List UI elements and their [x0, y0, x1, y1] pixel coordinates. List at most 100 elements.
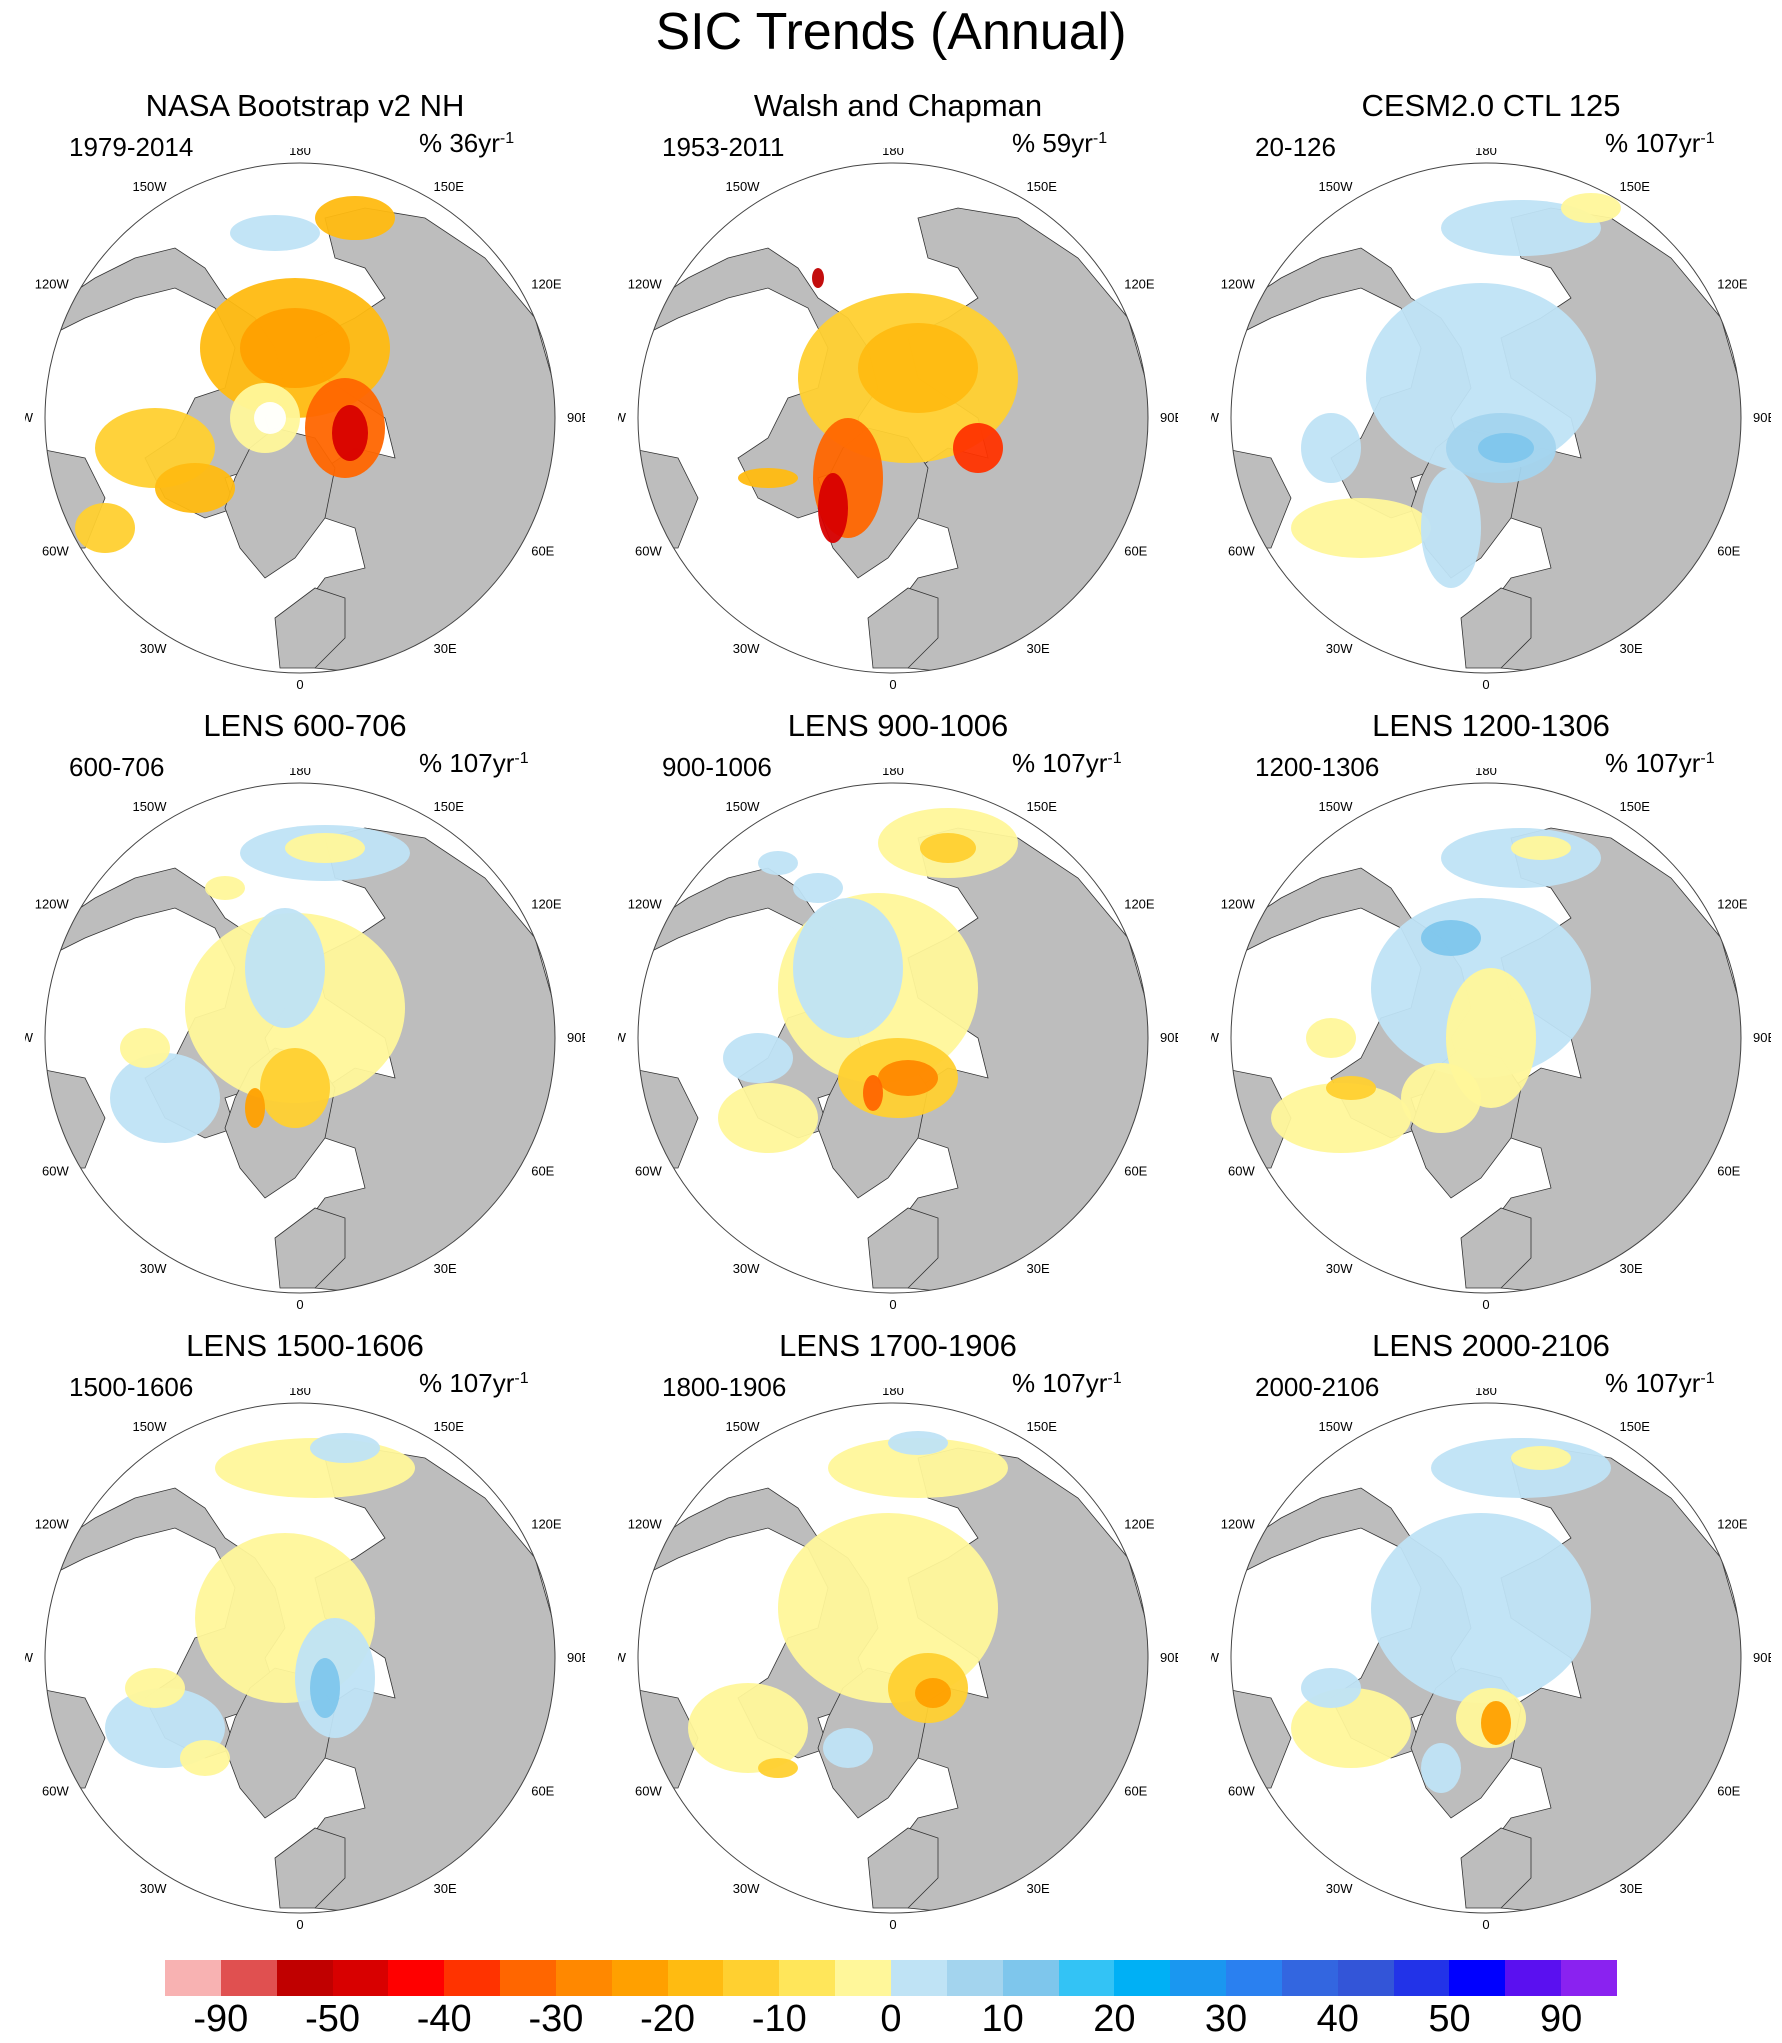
longitude-label: 30W [140, 1261, 167, 1276]
longitude-label: 90E [1160, 1030, 1178, 1045]
panel-period: 600-706 [69, 752, 165, 782]
longitude-label: 30E [1027, 1261, 1050, 1276]
longitude-label: 180 [289, 148, 311, 158]
panel-title: LENS 1500-1606 [186, 1328, 424, 1363]
longitude-label: 60E [531, 1784, 554, 1799]
panel-period: 20-126 [1255, 132, 1336, 162]
longitude-label: 90W [1211, 1650, 1220, 1665]
longitude-label: 150W [1319, 799, 1354, 814]
trend-region [915, 1678, 951, 1708]
panel-period: 1500-1606 [69, 1372, 194, 1402]
longitude-label: 0 [296, 677, 303, 692]
longitude-label: 30E [434, 1881, 457, 1896]
longitude-label: 30E [1620, 1881, 1643, 1896]
longitude-label: 30W [140, 1881, 167, 1896]
polar-map: 180 150E 120E 90E 60E 30E 0 30W 60W 90W 120W 150W [1211, 1388, 1771, 1932]
panel-title: NASA Bootstrap v2 NH [145, 88, 465, 123]
land-mass [274, 587, 346, 669]
longitude-label: 30E [1027, 1881, 1050, 1896]
longitude-label: 150W [726, 799, 761, 814]
longitude-label: 120E [1717, 1517, 1748, 1532]
longitude-label: 150E [1027, 1419, 1058, 1434]
colorbar-swatch [946, 1960, 1004, 1996]
trend-region [858, 323, 978, 413]
longitude-label: 60W [42, 1784, 69, 1799]
trend-region [1481, 1701, 1511, 1745]
map-panel: Walsh and Chapman 1953-2011 % 59yr-1 180 150… [618, 88, 1178, 708]
panel-units: % 107yr-1 [419, 748, 529, 778]
trend-region [1326, 1076, 1376, 1100]
longitude-label: 150W [1319, 1419, 1354, 1434]
panel-title: CESM2.0 CTL 125 [1361, 88, 1621, 123]
trend-region [1271, 1083, 1411, 1153]
trend-region [1511, 1446, 1571, 1470]
panel-period: 1953-2011 [662, 132, 785, 162]
longitude-label: 120W [1221, 897, 1256, 912]
longitude-label: 30W [733, 1261, 760, 1276]
longitude-label: 120E [1124, 277, 1155, 292]
trend-region [823, 1728, 873, 1768]
trend-region [758, 851, 798, 875]
longitude-label: 90E [567, 1650, 585, 1665]
colorbar-tick-label: 50 [1428, 1998, 1471, 2040]
colorbar-swatch [1170, 1960, 1227, 1996]
longitude-label: 90E [1753, 410, 1771, 425]
longitude-label: 60E [531, 544, 554, 559]
map-boundary [1230, 782, 1742, 1294]
colorbar-swatch [332, 1960, 389, 1996]
trend-region [1371, 1513, 1591, 1703]
trend-region [723, 1033, 793, 1083]
longitude-label: 150W [133, 799, 168, 814]
colorbar-swatch [1561, 1960, 1618, 1996]
longitude-label: 180 [882, 768, 904, 778]
trend-region [315, 196, 395, 240]
panel-period: 2000-2106 [1255, 1372, 1380, 1402]
panel-title: LENS 2000-2106 [1372, 1328, 1610, 1363]
trend-region [1301, 1668, 1361, 1708]
colorbar-swatch [1337, 1960, 1395, 1996]
panel-period: 900-1006 [662, 752, 772, 782]
trend-region [688, 1683, 808, 1773]
land-mass [274, 1207, 346, 1289]
panel-title: LENS 1700-1906 [779, 1328, 1017, 1363]
longitude-label: 150E [1027, 179, 1058, 194]
colorbar-swatch [388, 1960, 445, 1996]
longitude-label: 90W [618, 1030, 627, 1045]
longitude-label: 60E [1124, 544, 1147, 559]
trend-region [180, 1740, 230, 1776]
trend-region [1401, 1063, 1481, 1133]
trend-region [75, 503, 135, 553]
trend-region [718, 1083, 818, 1153]
longitude-label: 30W [733, 1881, 760, 1896]
longitude-label: 150W [726, 179, 761, 194]
land-mass [867, 1207, 939, 1289]
map-panel: CESM2.0 CTL 125 20-126 % 107yr-1 180 150E 120… [1211, 88, 1771, 708]
longitude-label: 60W [635, 1164, 662, 1179]
longitude-label: 120W [35, 897, 70, 912]
colorbar-swatch [1393, 1960, 1450, 1996]
colorbar-swatch [1058, 1960, 1115, 1996]
trend-region [953, 423, 1003, 473]
colorbar-swatch [444, 1960, 501, 1996]
longitude-label: 30W [140, 641, 167, 656]
longitude-label: 30W [1326, 1261, 1353, 1276]
longitude-label: 120W [628, 897, 663, 912]
longitude-label: 60E [1717, 1784, 1740, 1799]
longitude-label: 150E [1027, 799, 1058, 814]
trend-region [828, 1438, 1008, 1498]
longitude-label: 180 [1475, 1388, 1497, 1398]
longitude-label: 0 [1482, 1297, 1489, 1312]
longitude-label: 120E [1124, 897, 1155, 912]
trend-region [878, 1060, 938, 1096]
longitude-label: 90E [1160, 1650, 1178, 1665]
longitude-label: 60W [1228, 1164, 1255, 1179]
colorbar-swatch [891, 1960, 948, 1996]
map-panel: LENS 1500-1606 1500-1606% 107yr-1 180 150E 1… [25, 1328, 585, 1948]
trend-region [125, 1668, 185, 1708]
longitude-label: 120E [531, 277, 562, 292]
panel-title: Walsh and Chapman [753, 88, 1043, 123]
panel-period: 1800-1906 [662, 1372, 787, 1402]
trend-region [1291, 498, 1431, 558]
trend-region [818, 473, 848, 543]
colorbar-tick-label: -10 [751, 1998, 807, 2040]
